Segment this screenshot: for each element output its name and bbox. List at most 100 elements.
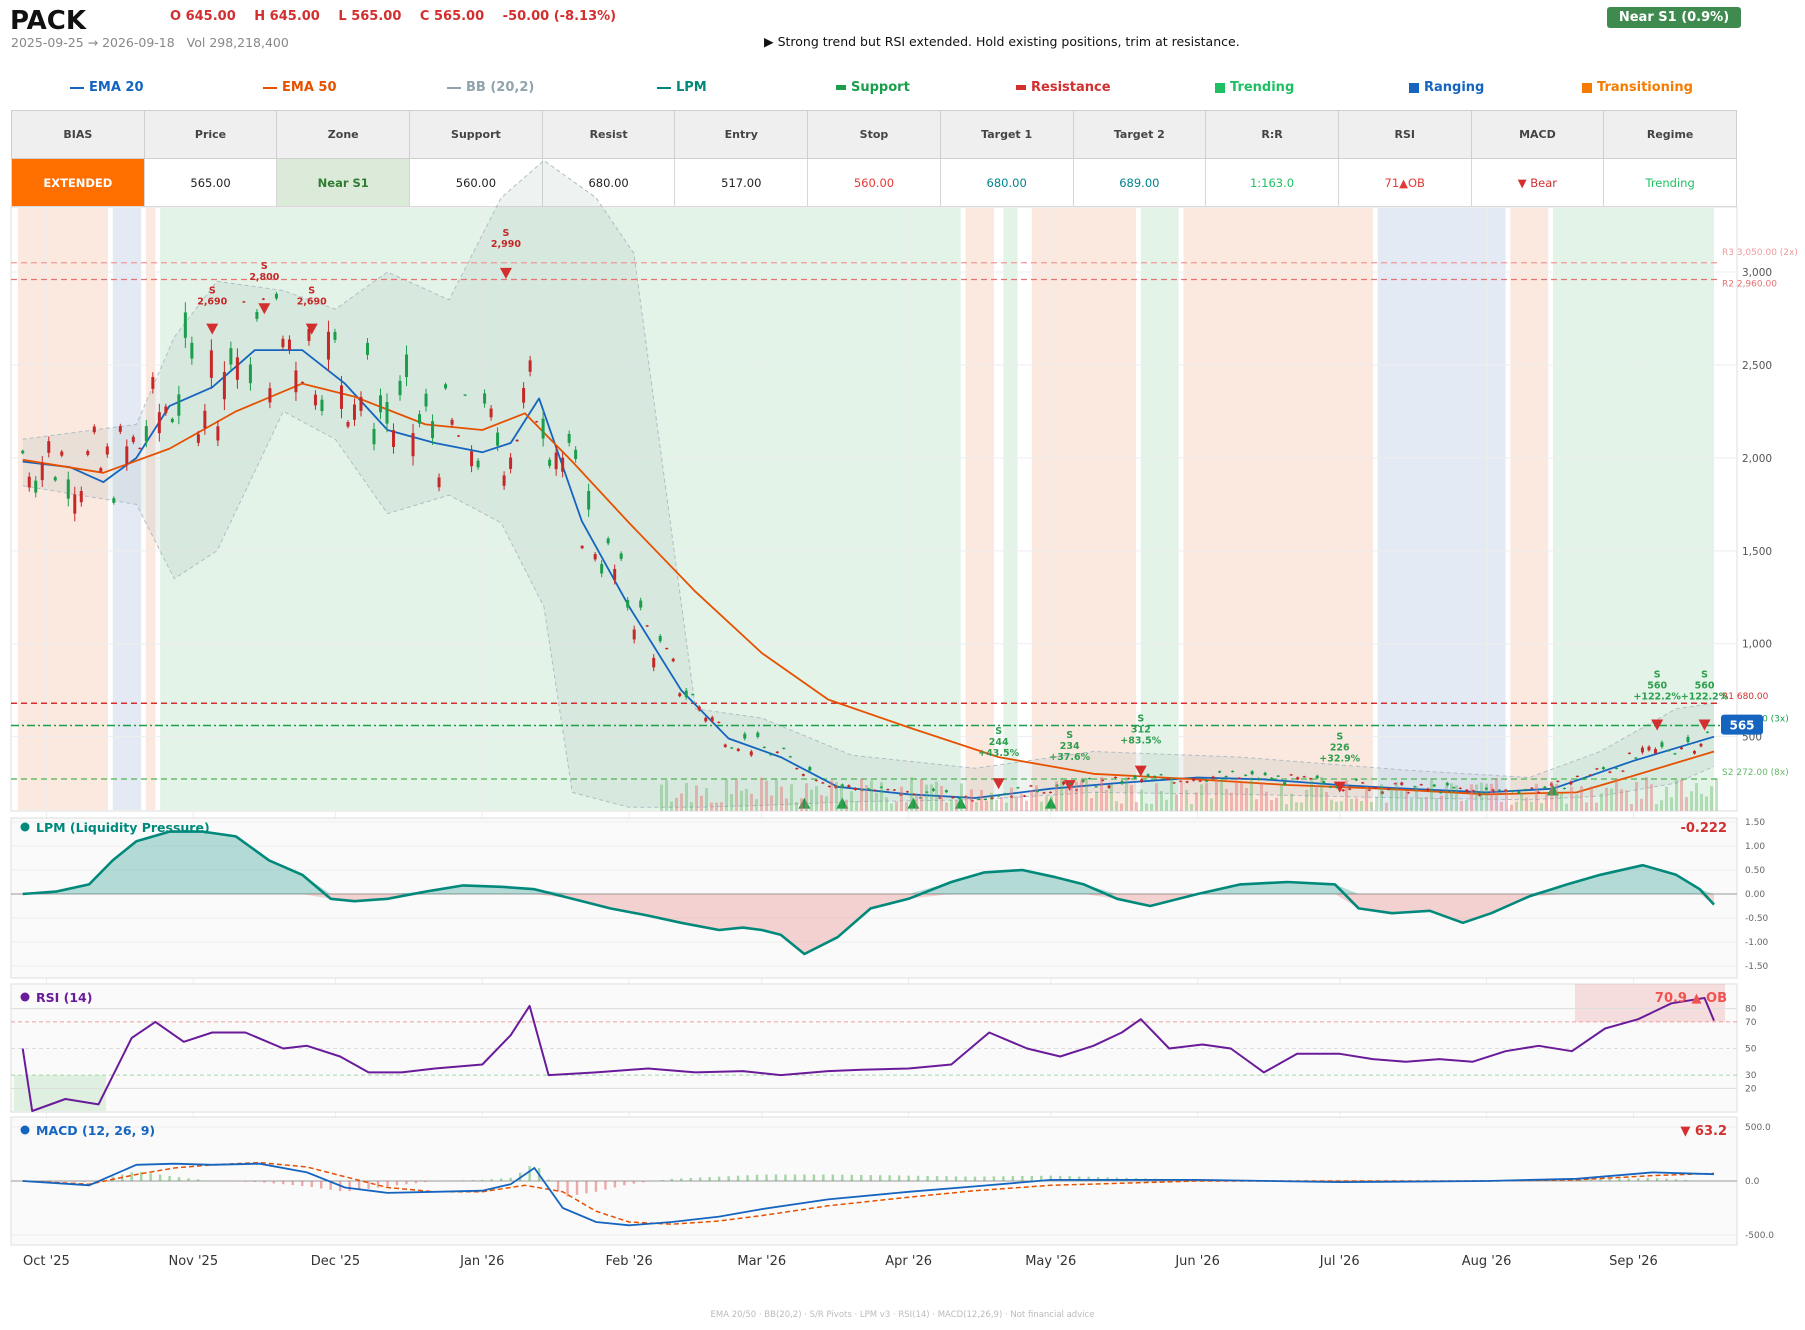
candle-body	[853, 788, 857, 790]
regime-band-trending	[1140, 208, 1179, 810]
candle-body	[866, 788, 870, 790]
volume-bar	[1185, 789, 1188, 811]
volume-bar	[700, 795, 703, 811]
annotation-text: 2,990	[491, 239, 521, 250]
volume-bar	[1450, 783, 1453, 811]
candle-body	[1153, 775, 1157, 778]
volume-bar	[1465, 800, 1468, 811]
candle-body	[684, 690, 688, 698]
candle-body	[66, 479, 70, 499]
x-tick-label: Jan '26	[459, 1254, 504, 1269]
volume-bar	[1515, 801, 1518, 811]
annotation-text: 234	[1060, 741, 1080, 752]
macd-hist-bar	[765, 1174, 768, 1181]
candle-body	[1686, 736, 1690, 743]
volume-bar	[725, 779, 728, 811]
candle-body	[1198, 780, 1202, 782]
stats-header-support: Support	[409, 110, 543, 159]
legend-swatch	[1016, 85, 1026, 90]
volume-bar	[1310, 779, 1313, 811]
lpm-tick-label: -0.50	[1745, 914, 1769, 924]
volume-bar	[1390, 787, 1393, 811]
candle-body	[1380, 791, 1384, 794]
x-tick-label: Mar '26	[737, 1254, 786, 1269]
volume-bar	[1480, 782, 1483, 811]
candle-body	[1647, 746, 1651, 751]
candle-body	[307, 328, 311, 341]
buy-marker-icon	[1546, 784, 1559, 796]
volume-bar	[1400, 791, 1403, 811]
candle-body	[964, 795, 968, 798]
candle-body	[1192, 778, 1196, 781]
candle-body	[418, 414, 422, 424]
candle-body	[424, 393, 428, 407]
candle-body	[112, 498, 116, 503]
regime-band-transitioning	[1031, 208, 1137, 810]
rsi-overbought-zone	[1575, 984, 1725, 1022]
macd-hist-bar	[509, 1177, 512, 1181]
volume-bar	[875, 792, 878, 811]
volume-bar	[750, 793, 753, 811]
sell-marker-icon	[206, 323, 219, 335]
candle-body	[1055, 784, 1059, 787]
annotation-text: 2,800	[249, 272, 279, 283]
macd-hist-bar	[784, 1174, 787, 1181]
candle-body	[509, 457, 513, 469]
annotation-text: S	[1701, 670, 1708, 681]
candle-body	[1133, 775, 1137, 779]
candle-body	[203, 410, 207, 429]
macd-current-value: ▼ 63.2	[1680, 1124, 1727, 1139]
macd-hist-bar	[310, 1181, 313, 1188]
volume-bar	[1635, 782, 1638, 811]
candle-body	[1354, 778, 1358, 781]
candle-body	[463, 394, 467, 396]
volume-bar	[1085, 778, 1088, 811]
annotation-text: S	[1066, 730, 1073, 741]
macd-hist-bar	[206, 1180, 209, 1181]
macd-hist-bar	[1087, 1176, 1090, 1181]
volume-bar	[1520, 792, 1523, 811]
candle-body	[801, 774, 805, 776]
annotation-text: +122.2%	[1681, 692, 1729, 703]
macd-hist-bar	[1002, 1176, 1005, 1181]
candle-body	[294, 370, 298, 393]
candle-body	[1484, 787, 1488, 790]
macd-hist-bar	[575, 1181, 579, 1195]
volume-bar	[1550, 781, 1553, 811]
candle-body	[606, 538, 610, 544]
volume-bar	[1130, 785, 1133, 811]
volume-bar	[1475, 784, 1478, 811]
bb-fill	[22, 160, 1715, 808]
annotation-text: S	[503, 228, 510, 239]
candle-body	[300, 381, 304, 383]
volume-bar	[1625, 790, 1628, 811]
stats-header-stop: Stop	[807, 110, 941, 159]
legend-swatch	[447, 86, 461, 89]
candle-body	[1523, 789, 1527, 791]
volume-bar	[1045, 796, 1048, 811]
candle-body	[144, 426, 148, 442]
macd-hist-bar	[414, 1181, 418, 1184]
volume-bar	[735, 779, 738, 811]
annotation-text: +122.2%	[1633, 692, 1681, 703]
candle-body	[697, 706, 701, 711]
x-tick-label: Dec '25	[311, 1254, 360, 1269]
volume-bar	[1505, 789, 1508, 811]
legend-label: Transitioning	[1597, 80, 1693, 95]
candle-body	[444, 384, 448, 389]
candle-body	[665, 648, 669, 650]
volume-bar	[880, 782, 883, 811]
candle-body	[1458, 787, 1462, 789]
volume-bar	[1180, 780, 1183, 811]
candle-body	[392, 430, 396, 447]
volume-bar	[1090, 798, 1093, 811]
candle-body	[47, 441, 51, 453]
macd-hist-bar	[386, 1181, 389, 1187]
candle-body	[157, 412, 161, 434]
macd-hist-bar	[860, 1174, 863, 1181]
volume-bar	[1060, 777, 1063, 811]
volume-bar	[980, 789, 983, 811]
candle-body	[255, 311, 259, 319]
